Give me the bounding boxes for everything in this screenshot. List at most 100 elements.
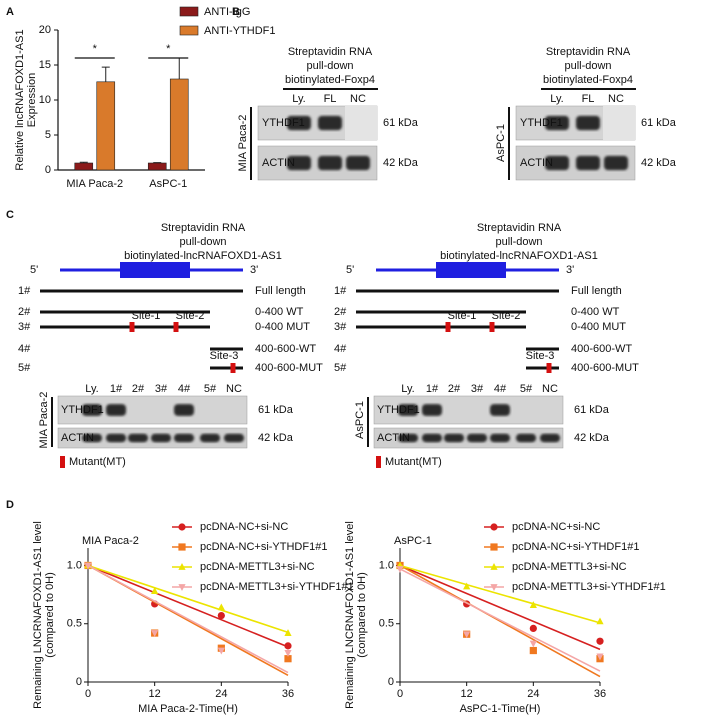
y-axis-label: Remaining LNCRNAFOXD1-AS1 level <box>32 521 44 709</box>
significance-label: * <box>166 43 171 55</box>
lane-label: 4# <box>494 383 507 395</box>
construct-label: 0-400 WT <box>571 306 620 318</box>
y-axis-label: Remaining LNCRNAFOXD1-AS1 level <box>344 521 356 709</box>
blot-band <box>467 433 487 443</box>
lane-label: 3# <box>471 383 484 395</box>
site-label: Site-1 <box>132 310 161 322</box>
transcript-exon <box>436 262 506 278</box>
lane-label: 5# <box>204 383 217 395</box>
lane-label: Ly. <box>85 383 98 395</box>
lane-label: 4# <box>178 383 191 395</box>
site-label: Site-3 <box>210 350 239 362</box>
construct-id: 1# <box>334 285 347 297</box>
size-label: 42 kDa <box>258 432 294 444</box>
x-tick-label: 36 <box>594 688 606 700</box>
blot-band <box>82 404 102 416</box>
y-tick-label: 15 <box>39 59 51 71</box>
data-point <box>596 617 604 625</box>
legend-marker <box>490 523 498 531</box>
y-tick-label: 1.0 <box>67 559 82 571</box>
lane-label: 1# <box>426 383 439 395</box>
lane-label: 2# <box>132 383 145 395</box>
site-label: Site-3 <box>526 350 555 362</box>
trend-line <box>399 564 601 651</box>
blot-band <box>287 155 311 171</box>
y-tick-label: 0 <box>45 164 51 176</box>
legend-marker <box>178 563 186 570</box>
blot-band <box>576 155 600 171</box>
size-label: 42 kDa <box>383 157 419 169</box>
data-point <box>463 631 471 639</box>
y-tick-label: 0.5 <box>67 618 82 630</box>
row-label: ACTIN <box>520 157 553 169</box>
blot-band <box>545 155 569 171</box>
legend-label: pcDNA-METTL3+si-NC <box>512 561 627 573</box>
site-label: Site-2 <box>492 310 521 322</box>
data-point <box>284 655 292 663</box>
legend-swatch <box>179 6 199 17</box>
construct-id: 3# <box>334 321 347 333</box>
y-tick-label: 10 <box>39 94 51 106</box>
error-bar <box>175 57 184 79</box>
mutation-mark <box>445 322 451 332</box>
site-label: Site-2 <box>176 310 205 322</box>
y-tick-label: 20 <box>39 24 51 36</box>
row-label: YTHDF1 <box>61 404 104 416</box>
data-point <box>217 611 225 620</box>
panel-label: D <box>6 499 14 511</box>
construct-id: 2# <box>334 306 347 318</box>
row-label: ACTIN <box>377 432 410 444</box>
x-tick-label: 36 <box>282 688 294 700</box>
error-bar <box>101 66 110 82</box>
error-bar <box>79 161 88 163</box>
construct-label: 0-400 MUT <box>571 321 626 333</box>
lane-label: NC <box>226 383 242 395</box>
construct-id: 4# <box>334 343 347 355</box>
diagram-title: pull-down <box>495 236 542 248</box>
row-label: YTHDF1 <box>262 117 305 129</box>
bar <box>96 81 116 171</box>
panel-label: B <box>232 6 240 18</box>
legend-marker <box>490 584 498 591</box>
x-axis-label: MIA Paca-2-Time(H) <box>138 703 238 715</box>
end-label: 3' <box>250 264 258 276</box>
cell-line-label: MIA Paca-2 <box>38 392 50 449</box>
size-label: 61 kDa <box>258 404 294 416</box>
construct-id: 3# <box>18 321 31 333</box>
y-axis-label: Expression <box>26 73 38 127</box>
blot-band <box>174 404 194 416</box>
cell-line-label: AsPC-1 <box>495 124 507 162</box>
blot-band <box>106 433 126 443</box>
blot-background <box>603 106 635 140</box>
blot-band <box>398 433 418 443</box>
legend-label: ANTI-IgG <box>204 6 250 18</box>
y-tick-label: 1.0 <box>379 559 394 571</box>
y-axis-label: Relative lncRNAFOXD1-AS1 <box>14 29 26 170</box>
x-tick-label: 0 <box>397 688 403 700</box>
legend-label: pcDNA-NC+si-YTHDF1#1 <box>512 541 639 553</box>
size-label: 61 kDa <box>383 117 419 129</box>
row-label: YTHDF1 <box>520 117 563 129</box>
x-tick-label: 24 <box>215 688 227 700</box>
data-point <box>396 566 404 573</box>
construct-id: 5# <box>18 362 31 374</box>
data-point <box>596 653 604 661</box>
bar <box>74 162 94 171</box>
row-label: ACTIN <box>262 157 295 169</box>
cell-line-label: AsPC-1 <box>354 401 366 439</box>
end-label: 5' <box>30 264 38 276</box>
blot-band <box>422 404 442 416</box>
data-point <box>284 629 292 636</box>
x-tick-label: 12 <box>149 688 161 700</box>
diagram-title: biotinylated-lncRNAFOXD1-AS1 <box>124 250 282 262</box>
lane-label: NC <box>542 383 558 395</box>
blot-band <box>540 433 560 443</box>
x-tick-label: 0 <box>85 688 91 700</box>
construct-label: 400-600-MUT <box>571 362 639 374</box>
legend-swatch <box>376 456 381 468</box>
legend-marker <box>490 563 498 570</box>
trend-line <box>87 564 289 648</box>
mutation-mark <box>546 363 552 373</box>
data-point <box>529 624 537 633</box>
diagram-title: Streptavidin RNA <box>161 222 246 234</box>
